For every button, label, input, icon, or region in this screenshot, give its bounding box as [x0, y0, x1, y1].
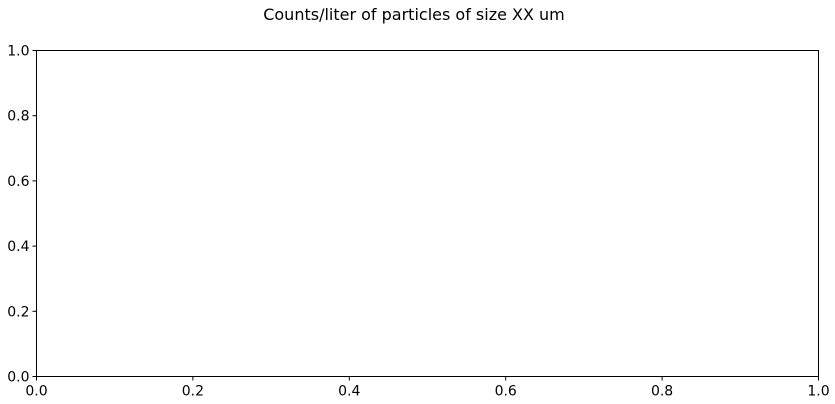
x-tick-label: 0.8	[651, 384, 673, 400]
y-tick-label: 0.2	[7, 304, 29, 320]
y-tick-label: 1.0	[7, 44, 29, 60]
plot-area	[36, 50, 819, 377]
x-tick-label: 0.2	[182, 384, 204, 400]
x-tick-label: 0.4	[338, 384, 360, 400]
y-tick-label: 0.4	[7, 239, 29, 255]
y-tick-label: 0.6	[7, 174, 29, 190]
y-axis: 0.0 0.2 0.4 0.6 0.8 1.0	[7, 44, 37, 386]
x-tick-label: 0.0	[25, 384, 47, 400]
chart-title: Counts/liter of particles of size XX um	[263, 5, 565, 24]
x-axis: 0.0 0.2 0.4 0.6 0.8 1.0	[25, 376, 830, 400]
y-tick-label: 0.8	[7, 109, 29, 125]
x-tick-label: 1.0	[807, 384, 829, 400]
x-tick-label: 0.6	[495, 384, 517, 400]
y-tick-label: 0.0	[7, 370, 29, 386]
